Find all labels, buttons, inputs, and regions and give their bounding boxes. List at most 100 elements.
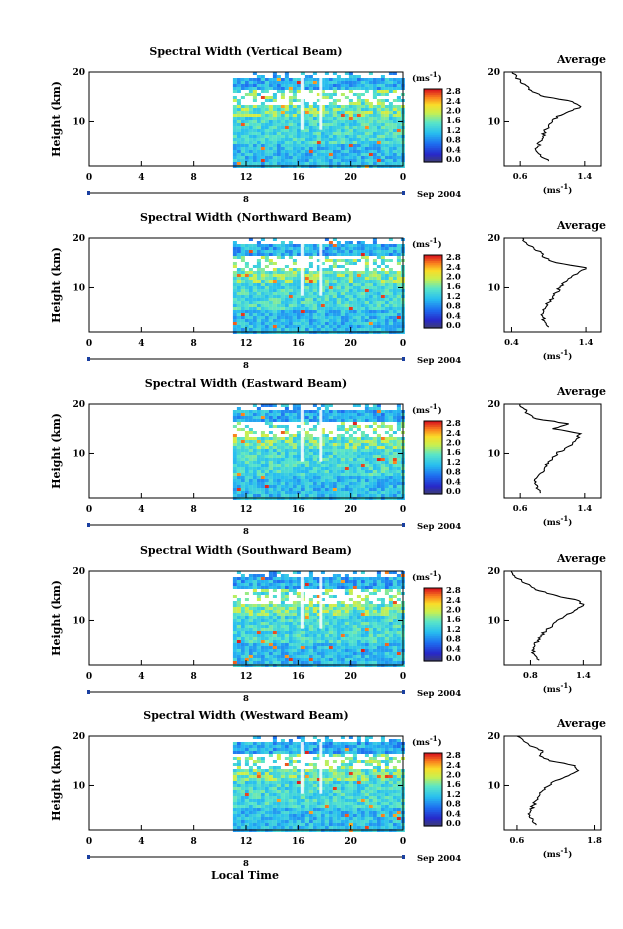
heatmap-cell	[360, 583, 365, 586]
heatmap-cell	[352, 622, 357, 625]
heatmap-cell	[360, 244, 365, 247]
heatmap-cell	[368, 319, 373, 322]
heatmap-cell	[340, 150, 345, 153]
heatmap-cell	[316, 283, 321, 286]
heatmap-cell	[372, 410, 377, 413]
heatmap-cell	[296, 619, 301, 622]
heatmap-cell	[320, 649, 325, 652]
heatmap-cell	[248, 586, 253, 589]
heatmap-cell	[240, 455, 245, 458]
heatmap-cell	[384, 313, 389, 316]
heatmap-cell	[360, 253, 365, 256]
heatmap-cell	[288, 616, 293, 619]
heatmap-cell	[372, 404, 377, 407]
heatmap-cell	[284, 289, 289, 292]
heatmap-cell	[392, 322, 397, 325]
heatmap-cell	[352, 87, 357, 90]
heatmap-cell	[320, 81, 325, 84]
heatmap-cell	[272, 455, 277, 458]
heatmap-cell	[276, 120, 281, 123]
heatmap-cell	[300, 159, 305, 162]
heatmap-cell	[364, 619, 369, 622]
heatmap-cell	[232, 138, 237, 141]
heatmap-cell	[272, 425, 277, 428]
heatmap-cell	[252, 295, 257, 298]
heatmap-cell	[260, 96, 265, 99]
heatmap-cell	[356, 141, 361, 144]
heatmap-cell	[328, 610, 333, 613]
heatmap-cell	[368, 156, 373, 159]
heatmap-cell	[256, 289, 261, 292]
heatmap-cell	[232, 313, 237, 316]
heatmap-cell	[360, 643, 365, 646]
colorbar-segment	[424, 110, 442, 114]
heatmap-cell	[268, 655, 273, 658]
heatmap-cell	[308, 443, 313, 446]
heatmap-cell	[280, 301, 285, 304]
heatmap-cell	[288, 610, 293, 613]
heatmap-cell	[304, 105, 309, 108]
heatmap-cell	[388, 476, 393, 479]
heatmap-cell	[376, 443, 381, 446]
heatmap-cell	[236, 307, 241, 310]
heatmap-cell	[368, 102, 373, 105]
heatmap-cell	[328, 440, 333, 443]
heatmap-cell	[260, 652, 265, 655]
heatmap-cell	[272, 440, 277, 443]
heatmap-cell	[240, 449, 245, 452]
heatmap-cell	[352, 431, 357, 434]
heatmap-cell	[268, 99, 273, 102]
colorbar-segment	[424, 473, 442, 477]
heatmap-cell	[348, 598, 353, 601]
heatmap-cell	[308, 652, 313, 655]
heatmap-cell	[328, 589, 333, 592]
heatmap-cell	[324, 156, 329, 159]
heatmap-cell	[252, 482, 257, 485]
heatmap-cell	[232, 643, 237, 646]
heatmap-cell	[244, 141, 249, 144]
heatmap-cell	[372, 491, 377, 494]
heatmap-cell	[348, 81, 353, 84]
colorbar-segment	[424, 131, 442, 134]
heatmap-cell	[244, 461, 249, 464]
heatmap-cell	[380, 607, 385, 610]
heatmap-cell	[376, 256, 381, 259]
heatmap-cell	[280, 419, 285, 422]
heatmap-cell	[312, 328, 317, 331]
heatmap-cell	[336, 141, 341, 144]
heatmap-cell	[380, 449, 385, 452]
heatmap-cell	[388, 449, 393, 452]
heatmap-cell	[336, 135, 341, 138]
heatmap-cell	[352, 313, 357, 316]
heatmap-cell	[356, 586, 361, 589]
heatmap-cell	[336, 111, 341, 114]
heatmap-cell	[308, 640, 313, 643]
heatmap-cell	[312, 619, 317, 622]
colorbar-segment	[424, 466, 442, 469]
heatmap-cell	[376, 286, 381, 289]
colorbar-segment	[424, 441, 442, 444]
heatmap-cell	[376, 580, 381, 583]
heatmap-cell	[360, 476, 365, 479]
heatmap-cell	[244, 244, 249, 247]
heatmap-cell	[392, 313, 397, 316]
heatmap-cell	[240, 271, 245, 274]
heatmap-cell	[396, 283, 401, 286]
heatmap-cell	[268, 244, 273, 247]
heatmap-cell	[296, 592, 301, 595]
heatmap-cell	[356, 488, 361, 491]
heatmap-cell	[380, 622, 385, 625]
heatmap-cell	[312, 84, 317, 87]
heatmap-cell	[360, 419, 365, 422]
heatmap-cell	[272, 271, 277, 274]
heatmap-cell	[368, 159, 373, 162]
heatmap-cell	[368, 271, 373, 274]
heatmap-cell	[264, 491, 269, 494]
heatmap-cell	[332, 129, 337, 132]
heatmap-cell	[244, 607, 249, 610]
heatmap-cell	[268, 425, 273, 428]
heatmap-cell	[248, 138, 253, 141]
heatmap-cell	[328, 117, 333, 120]
heatmap-cell	[240, 658, 245, 661]
heatmap-cell	[260, 271, 265, 274]
